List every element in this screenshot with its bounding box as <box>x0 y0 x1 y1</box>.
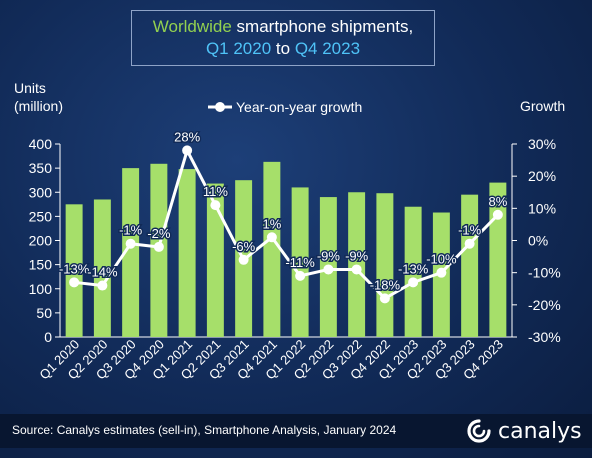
growth-point <box>436 267 447 278</box>
bar <box>122 168 140 337</box>
bar <box>263 161 281 337</box>
right-tick-label: 10% <box>528 200 556 216</box>
chart-title: Worldwide smartphone shipments, Q1 2020 … <box>131 10 435 66</box>
left-tick-label: 150 <box>29 257 53 273</box>
growth-point <box>379 293 390 304</box>
footer: Source: Canalys estimates (sell-in), Sma… <box>0 414 592 448</box>
bar <box>93 199 111 337</box>
growth-data-label: -6% <box>232 239 256 254</box>
logo-text: canalys <box>498 418 582 444</box>
right-tick-label: 20% <box>528 168 556 184</box>
bar <box>404 206 422 337</box>
right-tick-label: 30% <box>528 136 556 152</box>
growth-point <box>182 145 193 156</box>
growth-data-label: -9% <box>345 248 369 263</box>
left-tick-label: 350 <box>29 160 53 176</box>
title-worldwide: Worldwide <box>152 17 232 36</box>
growth-data-label: -9% <box>317 248 341 263</box>
growth-data-label: 1% <box>262 216 281 231</box>
growth-point <box>492 209 503 220</box>
growth-data-label: -2% <box>147 226 171 241</box>
growth-point <box>351 264 362 275</box>
title-end-quarter: Q4 2023 <box>294 39 361 58</box>
right-tick-label: -30% <box>528 329 561 345</box>
left-tick-label: 0 <box>44 329 52 345</box>
bar <box>65 204 83 337</box>
growth-point <box>464 238 475 249</box>
bar <box>376 193 394 337</box>
growth-data-label: -13% <box>398 261 429 276</box>
left-axis-label-million: (million) <box>14 98 63 114</box>
growth-point <box>266 232 277 243</box>
title-start-quarter: Q1 2020 <box>205 39 272 58</box>
bar <box>178 169 196 337</box>
growth-line <box>73 146 499 301</box>
canalys-swirl-icon <box>467 419 491 443</box>
growth-data-label: -11% <box>285 255 315 270</box>
growth-data-label: 8% <box>488 194 507 209</box>
left-tick-label: 200 <box>29 233 53 249</box>
bar <box>461 194 479 337</box>
left-tick-label: 250 <box>29 208 53 224</box>
growth-data-label: -1% <box>119 223 143 238</box>
growth-point <box>97 280 108 291</box>
growth-data-label: -10% <box>426 252 457 267</box>
source-note: Source: Canalys estimates (sell-in), Sma… <box>12 423 397 437</box>
canalys-logo: canalys <box>466 417 582 445</box>
right-tick-label: -20% <box>528 297 561 313</box>
growth-data-label: -18% <box>370 277 401 292</box>
growth-data-label: -14% <box>87 265 118 280</box>
bar <box>291 187 309 337</box>
title-to: to <box>271 39 295 58</box>
growth-point <box>69 277 80 288</box>
right-tick-label: -10% <box>528 265 561 281</box>
left-tick-label: 100 <box>29 281 53 297</box>
legend: Year-on-year growth <box>208 99 362 115</box>
growth-point <box>153 241 164 252</box>
growth-point <box>210 200 221 211</box>
bar <box>206 183 224 337</box>
chart-canvas: Units (million) Growth Year-on-year grow… <box>14 80 565 382</box>
growth-point <box>323 264 334 275</box>
left-axis-label-units: Units <box>14 80 46 96</box>
left-tick-label: 50 <box>36 305 52 321</box>
growth-point <box>125 238 136 249</box>
growth-data-label: -13% <box>59 261 90 276</box>
legend-marker <box>215 102 225 112</box>
right-axis-label: Growth <box>520 98 565 114</box>
title-rest: smartphone shipments, <box>231 17 414 36</box>
growth-data-label: 28% <box>174 129 200 144</box>
growth-data-label: -1% <box>458 223 482 238</box>
plot-area: 0 50 100 150 200 250 300 350 400 -30% -20% -10% 0% 10… <box>29 128 561 382</box>
right-tick-label: 0% <box>528 233 548 249</box>
left-tick-label: 400 <box>29 136 53 152</box>
left-tick-label: 300 <box>29 184 53 200</box>
growth-point <box>408 277 419 288</box>
growth-point <box>238 254 249 265</box>
legend-label: Year-on-year growth <box>236 99 362 115</box>
growth-data-label: 11% <box>203 184 228 199</box>
growth-point <box>295 270 306 281</box>
